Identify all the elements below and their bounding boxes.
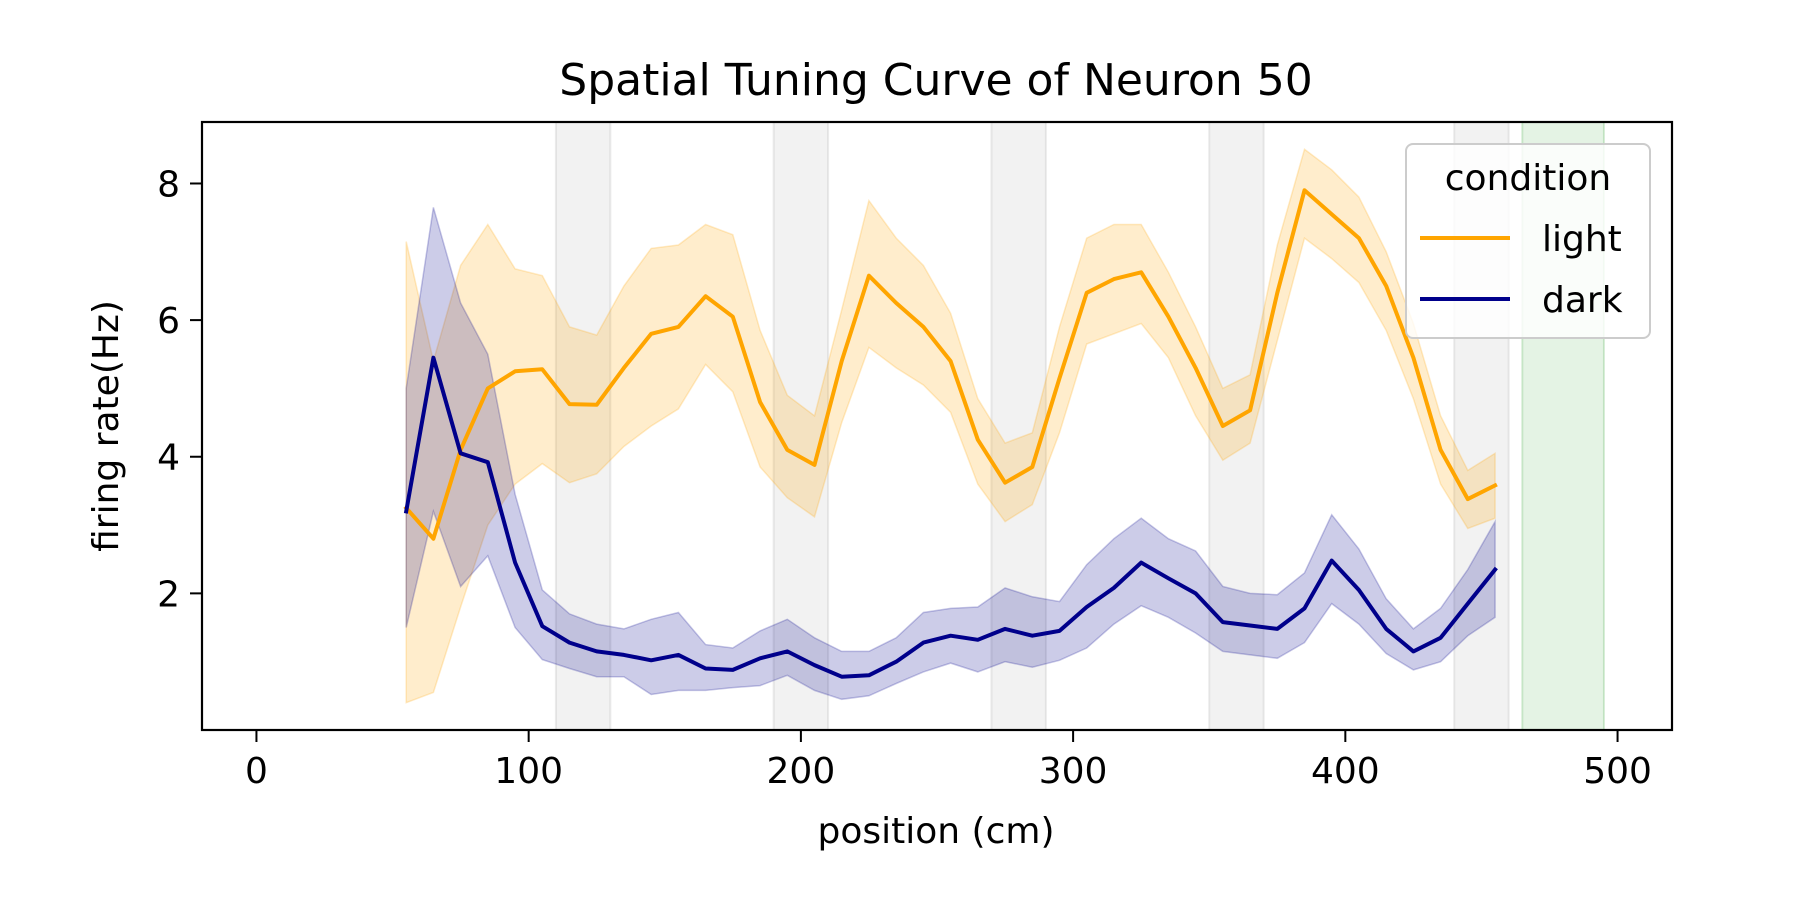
y-axis-ticks: 2 4 6 8	[157, 164, 202, 615]
light-confidence-band	[405, 148, 1496, 704]
legend-label-dark: dark	[1542, 280, 1623, 321]
legend: condition light dark	[1405, 143, 1651, 339]
x-tick-label: 400	[1311, 751, 1380, 792]
gray-region-1	[554, 121, 612, 731]
x-tick-label: 0	[245, 751, 268, 792]
x-tick-label: 500	[1583, 751, 1652, 792]
legend-box	[1405, 143, 1651, 339]
y-axis-label: firing rate(Hz)	[86, 300, 127, 552]
y-tick-label: 6	[157, 301, 180, 342]
confidence-bands	[405, 148, 1496, 704]
x-tick-label: 100	[494, 751, 563, 792]
legend-items: light dark	[1420, 219, 1623, 321]
dark-series-line	[403, 355, 1498, 679]
gray-region-4	[1208, 121, 1265, 731]
chart-title: Spatial Tuning Curve of Neuron 50	[559, 55, 1312, 106]
axes-frame	[200, 120, 1674, 732]
y-tick-label: 8	[157, 164, 180, 205]
legend-label-light: light	[1542, 219, 1622, 260]
legend-title: condition	[1445, 158, 1611, 199]
light-series-line	[403, 188, 1498, 541]
series-lines	[403, 188, 1498, 679]
y-tick-label: 4	[157, 438, 180, 479]
dark-confidence-band	[405, 207, 1496, 701]
x-tick-label: 300	[1039, 751, 1108, 792]
x-axis-label: position (cm)	[818, 811, 1055, 852]
x-tick-label: 200	[767, 751, 836, 792]
x-axis-ticks: 0 100 200 300 400 500	[245, 730, 1652, 792]
y-tick-label: 2	[157, 574, 180, 615]
gray-region-2	[772, 121, 830, 731]
